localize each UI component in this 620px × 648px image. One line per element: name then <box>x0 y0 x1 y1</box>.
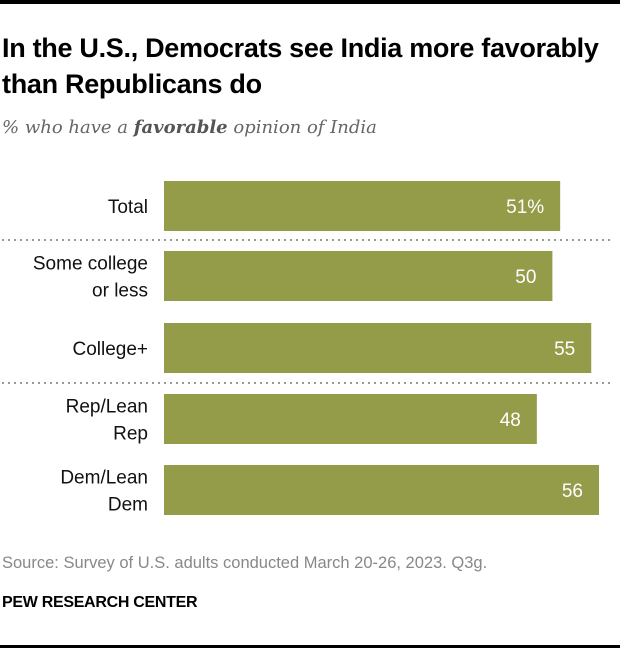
top-rule <box>0 0 620 4</box>
category-label: Some college <box>33 254 148 275</box>
subtitle-bold: favorable <box>133 117 228 138</box>
bar <box>164 251 553 301</box>
category-label: Rep <box>113 424 148 445</box>
chart-subtitle: % who have a favorable opinion of India <box>2 117 377 138</box>
bar <box>164 181 561 231</box>
value-label: 56 <box>562 481 583 502</box>
value-label: 48 <box>500 410 521 431</box>
value-label: 51% <box>506 197 544 218</box>
bar <box>164 323 592 373</box>
category-label: College+ <box>72 339 148 360</box>
bar <box>164 394 537 444</box>
category-label: Dem/Lean <box>60 468 148 489</box>
brand-logo-text: PEW RESEARCH CENTER <box>2 594 198 611</box>
bottom-rule <box>0 645 620 648</box>
subtitle-post: opinion of India <box>227 117 377 138</box>
subtitle-pre: % who have a <box>2 117 134 138</box>
category-label: or less <box>92 281 148 302</box>
category-label: Total <box>108 197 148 218</box>
chart-title: In the U.S., Democrats see India more fa… <box>2 33 599 99</box>
value-label: 55 <box>554 339 575 360</box>
source-note: Source: Survey of U.S. adults conducted … <box>2 554 488 572</box>
bar-chart: 51% Total 50 Some college or less 55 College+ 4… <box>2 181 612 516</box>
bar <box>164 465 599 515</box>
category-label: Rep/Lean <box>66 397 148 418</box>
value-label: 50 <box>515 267 536 288</box>
category-label: Dem <box>108 495 148 516</box>
